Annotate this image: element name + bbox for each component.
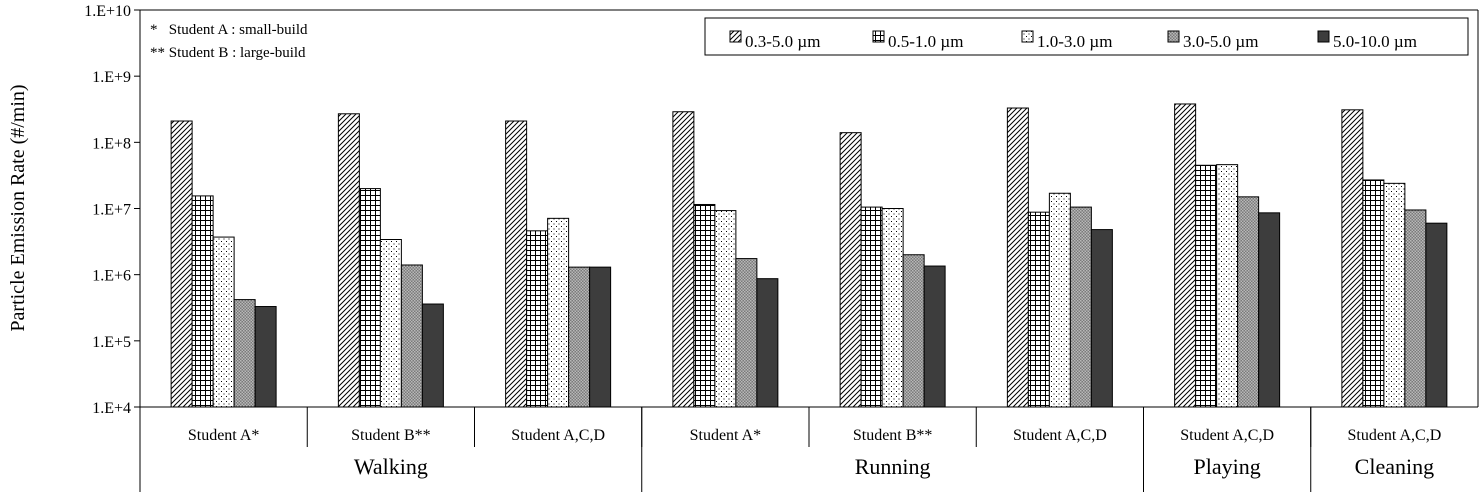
y-tick-label: 1.E+8 [92,135,131,152]
bar-solid-dark-1 [421,303,444,408]
bar-crosshatch-gray-4 [902,254,925,408]
bar-dots-7 [1383,182,1406,408]
bar-grid-0 [191,195,214,408]
bar-grid-4 [860,206,883,408]
legend-label: 3.0-5.0 µm [1183,32,1258,51]
note-student-a: * Student A : small-build [150,22,308,38]
bar-grid-5 [1027,211,1050,408]
bar-diagonal-hatch-1 [337,113,360,408]
y-tick-label: 1.E+6 [92,268,131,285]
bar-diagonal-hatch-0 [170,120,193,408]
bar-solid-dark-3 [756,278,779,408]
bar-diagonal-hatch-7 [1341,109,1364,408]
bar-solid-dark-6 [1258,212,1281,408]
y-tick-label: 1.E+5 [92,334,131,351]
bar-grid-6 [1195,164,1218,408]
legend-swatch [1317,30,1330,43]
bar-solid-dark-2 [589,266,612,408]
bar-diagonal-hatch-3 [672,111,695,408]
bar-diagonal-hatch-4 [839,132,862,408]
activity-label: Cleaning [1355,454,1434,479]
legend-label: 1.0-3.0 µm [1037,32,1112,51]
bar-dots-6 [1216,164,1239,408]
bar-diagonal-hatch-5 [1006,107,1029,408]
note-student-b: ** Student B : large-build [150,45,306,61]
bar-solid-dark-4 [923,265,946,408]
bar-dots-0 [212,236,235,408]
category-label: Student B** [351,427,431,444]
bar-grid-3 [693,203,716,408]
y-tick-label: 1.E+4 [92,400,131,417]
bar-crosshatch-gray-2 [568,266,591,408]
category-label: Student A,C,D [1180,427,1274,444]
bar-diagonal-hatch-2 [505,120,528,408]
y-tick-label: 1.E+9 [92,69,131,86]
activity-label: Walking [354,454,428,479]
legend-box [704,17,1469,56]
bar-grid-1 [358,188,381,408]
legend-swatch [729,30,742,43]
bar-series [170,103,1448,408]
bar-crosshatch-gray-5 [1069,206,1092,408]
legend-swatch [872,30,885,43]
category-label: Student A* [690,427,762,444]
bar-crosshatch-gray-1 [400,264,423,408]
bar-grid-7 [1362,179,1385,408]
legend-swatch [1167,30,1180,43]
bar-crosshatch-gray-7 [1404,209,1427,408]
category-label: Student A,C,D [511,427,605,444]
bar-dots-5 [1048,192,1071,408]
bar-dots-2 [547,217,570,408]
category-label: Student B** [853,427,933,444]
category-label: Student A,C,D [1347,427,1441,444]
bar-dots-1 [379,239,402,408]
bar-diagonal-hatch-6 [1174,103,1197,408]
bar-crosshatch-gray-6 [1237,196,1260,408]
activity-label: Playing [1194,454,1261,479]
legend-label: 0.5-1.0 µm [888,32,963,51]
bar-crosshatch-gray-0 [233,299,256,408]
category-label: Student A* [188,427,260,444]
bar-solid-dark-7 [1425,222,1448,408]
build-notes: * Student A : small-build ** Student B :… [150,22,308,61]
bar-solid-dark-5 [1090,229,1113,408]
y-tick-label: 1.E+7 [92,202,131,219]
y-axis-label: Particle Emission Rate (#/min) [7,84,29,331]
bar-crosshatch-gray-3 [735,258,758,408]
y-tick-label: 1.E+10 [84,3,131,20]
activity-label: Running [855,454,931,479]
legend: 0.3-5.0 µm 0.5-1.0 µm 1.0-3.0 µm 3.0-5.0 µm… [704,17,1469,56]
x-axis-labels: Student A* Student B** Student A,C,D Studen… [188,407,1441,492]
bar-grid-2 [526,230,549,408]
bar-dots-4 [881,208,904,408]
bar-solid-dark-0 [254,306,277,408]
legend-label: 5.0-10.0 µm [1333,32,1417,51]
y-axis-ticks: 1.E+4 1.E+5 1.E+6 1.E+7 1.E+8 1.E+9 1.E+10 [84,3,140,417]
category-label: Student A,C,D [1013,427,1107,444]
legend-label: 0.3-5.0 µm [745,32,820,51]
bar-dots-3 [714,210,737,408]
legend-swatch [1021,30,1034,43]
